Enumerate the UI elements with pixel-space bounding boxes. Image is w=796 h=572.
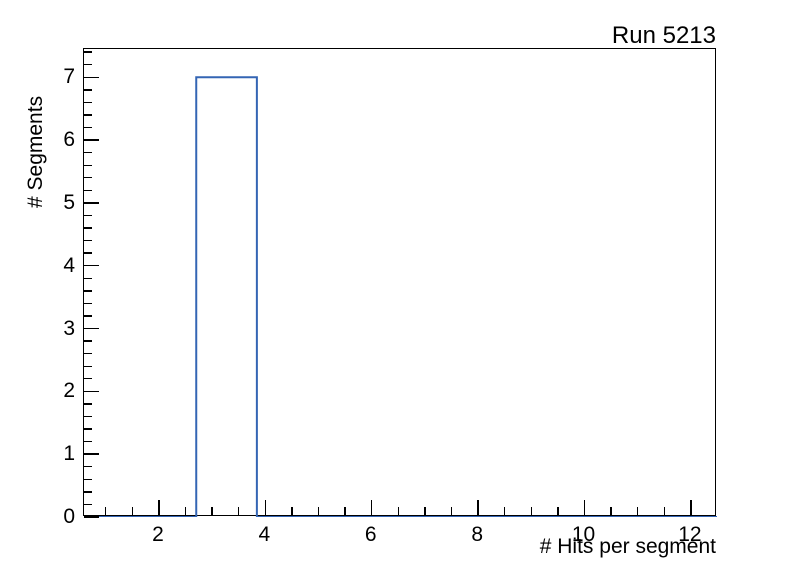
- histogram-outline: [84, 76, 717, 517]
- x-axis-minor-tick: [317, 507, 320, 515]
- x-axis-minor-tick: [557, 507, 559, 515]
- y-axis-minor-tick: [84, 478, 92, 480]
- y-axis-major-tick: [84, 202, 99, 204]
- x-axis-major-tick: [583, 500, 586, 515]
- x-axis-minor-tick: [610, 507, 612, 515]
- x-axis-minor-tick: [424, 507, 426, 515]
- x-axis-title: # Hits per segment: [539, 535, 716, 558]
- y-axis-minor-tick: [84, 189, 92, 192]
- y-axis-minor-tick: [84, 403, 92, 405]
- y-axis-minor-tick: [84, 378, 92, 380]
- y-axis-minor-tick: [84, 290, 92, 292]
- y-axis-minor-tick: [84, 114, 92, 116]
- x-axis-tick-label: 10: [571, 523, 596, 546]
- x-axis-major-tick: [477, 500, 479, 515]
- x-axis-major-tick: [371, 500, 373, 515]
- y-axis-tick-label: 0: [63, 505, 75, 528]
- y-axis-minor-tick: [84, 503, 92, 506]
- y-axis-tick-label: 4: [63, 253, 75, 277]
- x-axis-minor-tick: [344, 507, 346, 515]
- y-axis-minor-tick: [84, 101, 92, 104]
- y-axis-minor-tick: [84, 164, 92, 166]
- y-axis-minor-tick: [84, 64, 92, 66]
- x-axis-minor-tick: [291, 507, 293, 515]
- y-axis-minor-tick: [84, 302, 92, 305]
- y-axis-tick-label: 2: [63, 379, 75, 403]
- x-axis-major-tick: [264, 500, 267, 515]
- y-axis-minor-tick: [84, 466, 92, 468]
- x-axis-major-tick: [690, 500, 692, 515]
- y-axis-title: # Segments: [4, 48, 47, 298]
- y-axis-major-tick: [84, 453, 99, 455]
- y-axis-minor-tick: [84, 89, 92, 91]
- x-axis-minor-tick: [504, 507, 506, 515]
- y-axis-tick-label: 6: [63, 128, 75, 152]
- y-axis-major-tick: [84, 76, 99, 78]
- x-axis-minor-tick: [637, 507, 639, 515]
- page-title: Run 5213: [611, 22, 716, 49]
- y-axis-minor-tick: [84, 239, 92, 242]
- y-axis-minor-tick: [84, 491, 92, 493]
- y-axis-tick-label: 3: [63, 316, 75, 340]
- x-axis-minor-tick: [184, 507, 187, 515]
- y-axis-tick-label: 5: [63, 190, 75, 214]
- y-axis-tick-label: 7: [63, 65, 75, 89]
- x-axis-minor-tick: [530, 507, 533, 515]
- y-axis-minor-tick: [84, 340, 92, 342]
- y-axis-minor-tick: [84, 428, 92, 430]
- histogram-series: [84, 76, 717, 517]
- y-axis-minor-tick: [84, 51, 92, 53]
- y-axis-major-tick: [84, 139, 99, 141]
- y-axis-minor-tick: [84, 177, 92, 179]
- y-axis-tick-label: 1: [63, 442, 75, 466]
- y-axis-major-tick: [84, 390, 99, 393]
- y-axis-minor-tick: [84, 365, 92, 367]
- y-axis-minor-tick: [84, 415, 92, 418]
- y-axis-minor-tick: [84, 252, 92, 254]
- x-axis-minor-tick: [663, 507, 666, 515]
- y-axis-minor-tick: [84, 126, 92, 129]
- y-axis-minor-tick: [84, 151, 92, 154]
- y-axis-minor-tick: [84, 352, 92, 355]
- histogram-layer: [84, 49, 717, 517]
- x-axis-major-tick: [158, 500, 160, 515]
- x-axis-tick-label: 12: [678, 523, 702, 546]
- x-axis-minor-tick: [450, 507, 453, 515]
- x-axis-minor-tick: [105, 507, 107, 515]
- x-axis-minor-tick: [238, 507, 240, 515]
- y-axis-major-tick: [84, 265, 99, 267]
- x-axis-tick-label: 2: [152, 523, 164, 546]
- x-axis-tick-label: 8: [471, 523, 483, 546]
- x-axis-minor-tick: [397, 507, 400, 515]
- y-axis-major-tick: [84, 516, 99, 518]
- x-axis-minor-tick: [211, 507, 213, 515]
- plot-frame: [83, 48, 717, 518]
- x-axis-tick-label: 4: [258, 523, 271, 546]
- y-axis-minor-tick: [84, 315, 92, 317]
- y-axis-minor-tick: [84, 214, 92, 217]
- x-axis-tick-label: 6: [364, 523, 377, 546]
- y-axis-major-tick: [84, 327, 99, 330]
- y-axis-minor-tick: [84, 277, 92, 279]
- y-axis-minor-tick: [84, 440, 92, 443]
- y-axis-minor-tick: [84, 227, 92, 229]
- x-axis-minor-tick: [131, 507, 134, 515]
- y-axis-title-label: # Segments: [24, 95, 47, 208]
